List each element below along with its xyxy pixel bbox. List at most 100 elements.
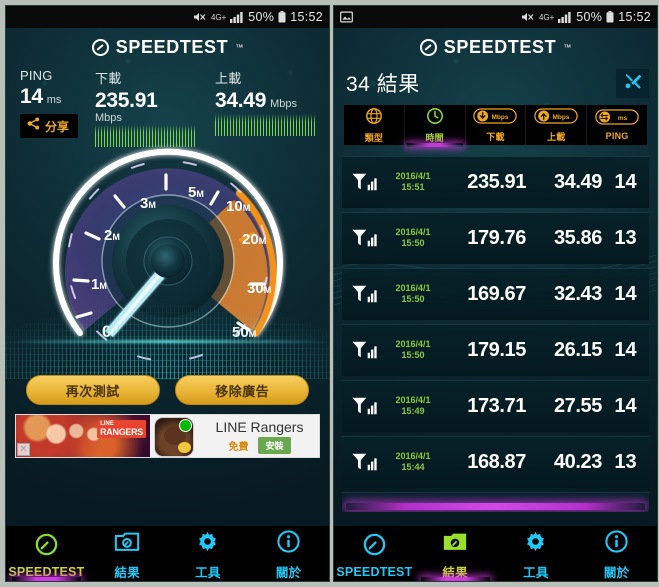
nav-item-speedtest[interactable]: SPEEDTEST bbox=[6, 526, 87, 581]
cellular-signal-icon bbox=[342, 451, 386, 473]
nav-item-tools[interactable]: 工具 bbox=[496, 526, 577, 581]
filter-tab-ping[interactable]: ms PING bbox=[587, 105, 647, 145]
row-datetime: 2016/4/1 15:44 bbox=[386, 451, 440, 474]
gauge-svg: 0 1M 2M 3M 5M 10M 20M 30M 50M bbox=[52, 148, 283, 366]
tools-icon bbox=[623, 71, 643, 96]
filter-label-upload: 上載 bbox=[547, 131, 566, 142]
row-download: 168.87 bbox=[467, 450, 526, 473]
ad-art-badge: LINE RANGERS bbox=[97, 420, 146, 439]
row-time: 15:44 bbox=[401, 462, 425, 472]
download-value: 235.91 bbox=[95, 89, 158, 112]
table-row[interactable]: 2016/4/1 15:51 235.91 34.49 14 bbox=[342, 156, 649, 208]
filter-tab-upload[interactable]: Mbps 上載 bbox=[526, 105, 588, 145]
filter-tab-download[interactable]: Mbps 下載 bbox=[466, 105, 527, 145]
nav-item-results[interactable]: 結果 bbox=[415, 526, 496, 581]
ad-text-block: LINE Rangers 免費 安裝 bbox=[200, 415, 319, 457]
speedtest-logo: SPEEDTEST ™ bbox=[6, 28, 329, 62]
line-badge-icon bbox=[179, 419, 192, 432]
ping-unit: ms bbox=[46, 94, 62, 106]
speedometer-icon bbox=[419, 39, 437, 56]
row-date: 2016/4/1 bbox=[395, 450, 431, 461]
tools-button[interactable] bbox=[616, 68, 649, 98]
metrics-row: PING 14 ms 分享 下載 235.91 bbox=[6, 62, 329, 147]
brand-name: SPEEDTEST bbox=[115, 37, 229, 57]
download-unit: Mbps bbox=[95, 112, 122, 124]
nav-label-tools: 工具 bbox=[523, 566, 549, 580]
signal-bars-icon bbox=[230, 11, 244, 23]
nav-item-speedtest[interactable]: SPEEDTEST bbox=[334, 526, 415, 581]
battery-percent-label: 50% bbox=[576, 10, 603, 24]
retest-button[interactable]: 再次測試 bbox=[25, 375, 160, 405]
row-time: 15:49 bbox=[401, 406, 425, 416]
ad-price-label: 免費 bbox=[228, 441, 249, 453]
row-upload: 34.49 bbox=[553, 170, 602, 193]
svg-text:Mbps: Mbps bbox=[492, 113, 509, 120]
metric-ping: PING 14 ms 分享 bbox=[6, 68, 79, 147]
table-row[interactable]: 2016/4/1 15:44 168.87 40.23 13 bbox=[342, 436, 649, 488]
filter-tab-type[interactable]: 類型 bbox=[344, 105, 405, 145]
table-row[interactable]: 2016/4/1 15:50 179.15 26.15 14 bbox=[342, 324, 649, 376]
gallery-icon bbox=[340, 11, 353, 23]
row-datetime: 2016/4/1 15:49 bbox=[386, 395, 440, 418]
row-time: 15:51 bbox=[401, 182, 425, 192]
row-ping: 14 bbox=[614, 338, 637, 361]
nav-label-speedtest: SPEEDTEST bbox=[336, 564, 413, 579]
nav-item-results[interactable]: 結果 bbox=[87, 526, 168, 581]
action-buttons: 再次測試 移除廣告 bbox=[6, 375, 329, 405]
results-folder-icon bbox=[114, 529, 140, 559]
phone-left-speedtest: 4G+ 50% 15:52 SPEEDTEST ™ PING bbox=[5, 5, 330, 582]
filter-tab-time[interactable]: 時間 bbox=[405, 105, 466, 147]
ping-ms-icon: ms bbox=[595, 109, 639, 130]
row-upload: 40.23 bbox=[553, 450, 602, 473]
cellular-signal-icon bbox=[342, 227, 386, 249]
speedometer-icon bbox=[34, 532, 59, 562]
mute-icon bbox=[521, 11, 535, 23]
speedometer-icon bbox=[91, 39, 109, 56]
row-ping: 14 bbox=[614, 170, 637, 193]
nav-label-speedtest: SPEEDTEST bbox=[8, 564, 85, 579]
upload-unit: Mbps bbox=[270, 98, 297, 110]
row-ping: 14 bbox=[614, 282, 637, 305]
ad-install-button[interactable]: 安裝 bbox=[258, 436, 291, 454]
ad-banner[interactable]: LINE RANGERS ✕ LINE Rangers 免費 安裝 bbox=[15, 414, 320, 458]
gauge-tick-2: 2M bbox=[104, 227, 120, 244]
row-datetime: 2016/4/1 15:50 bbox=[386, 227, 440, 250]
table-row[interactable]: 2016/4/1 15:50 179.76 35.86 13 bbox=[342, 212, 649, 264]
table-row-partial[interactable] bbox=[342, 492, 649, 512]
gauge-glow-line bbox=[6, 340, 329, 343]
row-date: 2016/4/1 bbox=[395, 170, 431, 181]
remove-ads-button[interactable]: 移除廣告 bbox=[175, 375, 310, 405]
status-bar-left: 4G+ 50% 15:52 bbox=[6, 6, 329, 28]
close-icon[interactable]: ✕ bbox=[17, 443, 30, 456]
row-download: 173.71 bbox=[467, 394, 526, 417]
download-sparkline bbox=[95, 125, 196, 147]
bottom-nav-left: SPEEDTEST 結果 工具 關於 bbox=[6, 526, 329, 581]
ad-badge-rangers: RANGERS bbox=[100, 426, 143, 437]
gauge-tick-10: 10M bbox=[226, 198, 250, 215]
speedtest-logo: SPEEDTEST ™ bbox=[334, 28, 657, 62]
metric-upload: 上載 34.49 Mbps bbox=[195, 68, 316, 147]
row-upload: 32.43 bbox=[553, 282, 602, 305]
nav-label-about: 關於 bbox=[275, 566, 302, 580]
cellular-signal-icon bbox=[342, 339, 386, 361]
filter-label-time: 時間 bbox=[425, 132, 444, 143]
row-ping: 14 bbox=[614, 394, 637, 417]
app-background-left: SPEEDTEST ™ PING 14 ms 分享 bbox=[6, 28, 329, 581]
nav-item-tools[interactable]: 工具 bbox=[168, 526, 249, 581]
results-list[interactable]: 2016/4/1 15:51 235.91 34.49 14 2016/4/1 … bbox=[342, 156, 649, 524]
row-datetime: 2016/4/1 15:50 bbox=[386, 283, 440, 306]
results-folder-icon bbox=[442, 529, 468, 559]
table-row[interactable]: 2016/4/1 15:50 169.67 32.43 14 bbox=[342, 268, 649, 320]
clock-label: 15:52 bbox=[618, 10, 651, 24]
nav-item-about[interactable]: 關於 bbox=[248, 526, 329, 581]
ad-artwork: LINE RANGERS ✕ bbox=[16, 415, 150, 457]
row-datetime: 2016/4/1 15:51 bbox=[386, 171, 440, 194]
table-row[interactable]: 2016/4/1 15:49 173.71 27.55 14 bbox=[342, 380, 649, 432]
info-icon bbox=[604, 529, 629, 559]
share-button[interactable]: 分享 bbox=[20, 114, 79, 138]
share-icon bbox=[27, 117, 40, 135]
nav-item-about[interactable]: 關於 bbox=[576, 526, 657, 581]
row-highlight-bar bbox=[346, 503, 645, 510]
clock-label: 15:52 bbox=[290, 10, 323, 24]
